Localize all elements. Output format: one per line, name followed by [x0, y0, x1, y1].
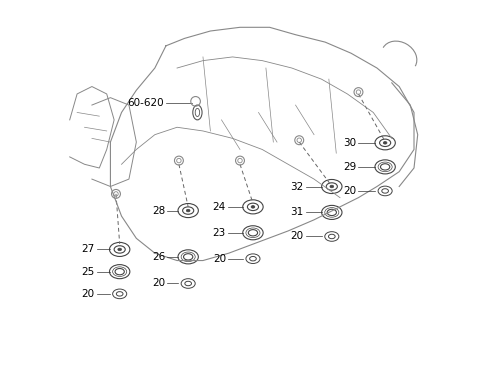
Text: 26: 26 [152, 252, 165, 262]
Text: 20: 20 [290, 232, 304, 241]
Text: 30: 30 [344, 138, 357, 148]
Text: 31: 31 [290, 207, 304, 217]
Text: 60-620: 60-620 [128, 98, 164, 108]
Text: 24: 24 [213, 202, 226, 212]
Text: 32: 32 [290, 182, 304, 191]
Text: 25: 25 [82, 267, 95, 277]
Text: 20: 20 [213, 254, 226, 264]
Text: 20: 20 [152, 279, 165, 288]
Text: 28: 28 [152, 206, 165, 216]
Ellipse shape [118, 248, 121, 251]
Text: 23: 23 [213, 228, 226, 238]
Ellipse shape [186, 209, 190, 212]
Text: 29: 29 [343, 162, 357, 172]
Text: 27: 27 [82, 244, 95, 254]
Ellipse shape [251, 206, 255, 208]
Ellipse shape [383, 141, 387, 144]
Ellipse shape [330, 185, 334, 188]
Text: 20: 20 [344, 186, 357, 196]
Text: 20: 20 [82, 289, 95, 299]
